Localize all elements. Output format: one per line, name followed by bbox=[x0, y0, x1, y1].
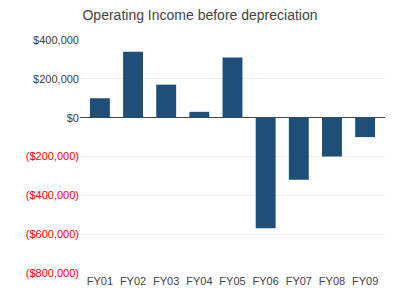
svg-text:FY08: FY08 bbox=[319, 275, 345, 287]
svg-text:($600,000): ($600,000) bbox=[26, 228, 79, 240]
svg-text:FY05: FY05 bbox=[219, 275, 245, 287]
svg-text:FY03: FY03 bbox=[153, 275, 179, 287]
svg-text:($800,000): ($800,000) bbox=[26, 267, 79, 279]
svg-text:$200,000: $200,000 bbox=[33, 73, 79, 85]
svg-text:FY01: FY01 bbox=[87, 275, 113, 287]
svg-text:($400,000): ($400,000) bbox=[26, 189, 79, 201]
svg-text:$0: $0 bbox=[67, 112, 79, 124]
svg-text:FY07: FY07 bbox=[286, 275, 312, 287]
svg-text:($200,000): ($200,000) bbox=[26, 150, 79, 162]
svg-text:Operating Income before deprec: Operating Income before depreciation bbox=[82, 7, 317, 23]
svg-text:$400,000: $400,000 bbox=[33, 34, 79, 46]
svg-text:FY04: FY04 bbox=[186, 275, 212, 287]
svg-text:FY06: FY06 bbox=[253, 275, 279, 287]
svg-text:FY09: FY09 bbox=[352, 275, 378, 287]
svg-text:FY02: FY02 bbox=[120, 275, 146, 287]
